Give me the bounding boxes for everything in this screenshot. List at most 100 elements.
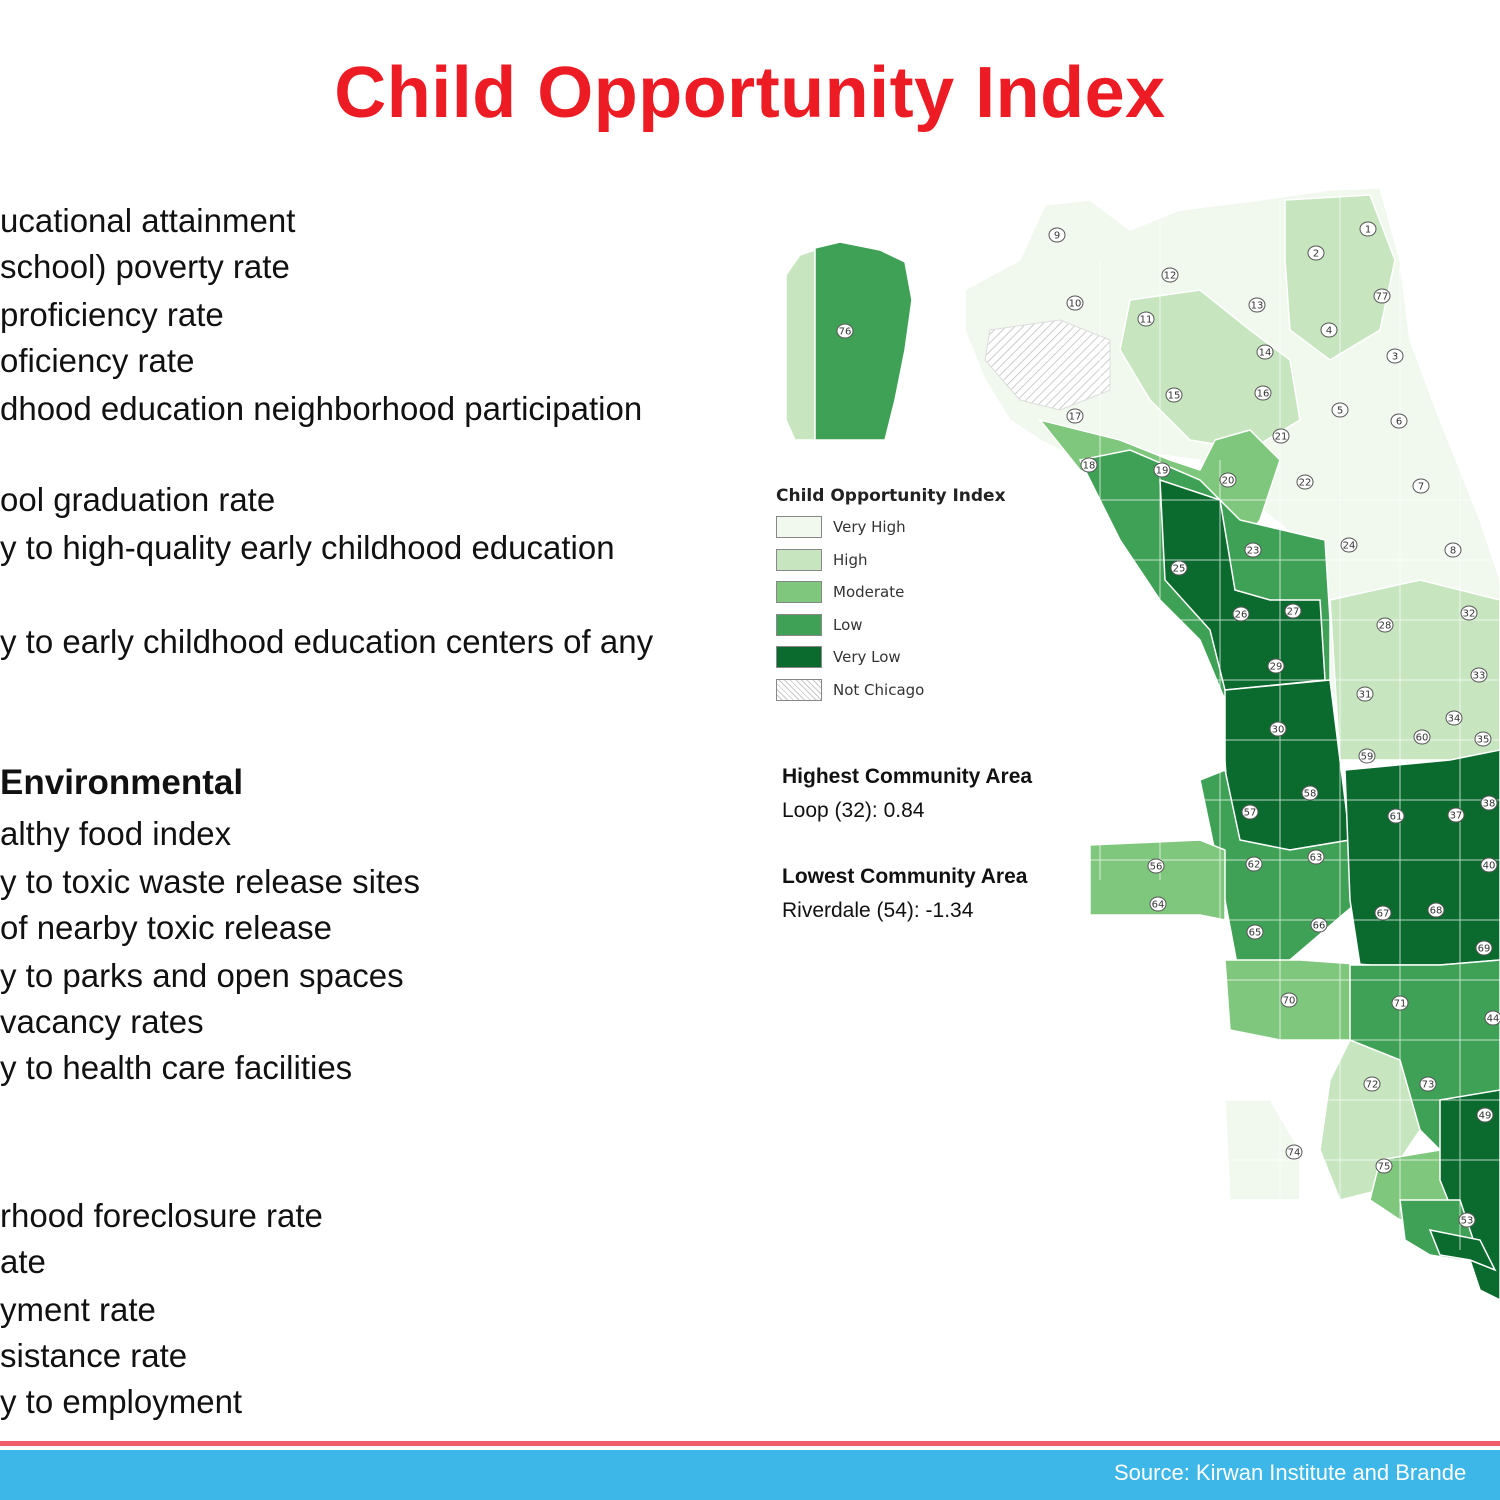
area-label-9: 9	[1048, 227, 1066, 243]
area-label-68: 68	[1427, 902, 1445, 918]
area-label-27: 27	[1284, 603, 1302, 619]
area-label-56: 56	[1147, 858, 1165, 874]
area-label-35: 35	[1474, 731, 1492, 747]
svg-text:24: 24	[1343, 541, 1356, 552]
indicator-line: school) poverty rate	[0, 248, 290, 285]
svg-text:70: 70	[1283, 996, 1296, 1007]
indicator-line: ate	[0, 1243, 46, 1280]
area-label-13: 13	[1248, 297, 1266, 313]
area-label-12: 12	[1161, 267, 1179, 283]
area-label-19: 19	[1153, 462, 1171, 478]
indicator-line: y to employment	[0, 1383, 243, 1420]
area-label-69: 69	[1475, 940, 1493, 956]
svg-text:33: 33	[1473, 671, 1486, 682]
svg-text:18: 18	[1083, 461, 1096, 472]
area-label-3: 3	[1386, 348, 1404, 364]
legend-item-very-low: Very Low	[776, 646, 1016, 679]
area-label-57: 57	[1241, 804, 1259, 820]
environmental-heading: Environmental	[0, 763, 244, 802]
svg-text:69: 69	[1478, 944, 1491, 955]
svg-text:30: 30	[1272, 725, 1285, 736]
indicator-line: y to high-quality early childhood educat…	[0, 529, 615, 566]
footer-accent-line	[0, 1441, 1500, 1446]
map-region-riverdale	[1428, 1228, 1497, 1272]
svg-text:10: 10	[1069, 299, 1082, 310]
area-label-38: 38	[1480, 795, 1498, 811]
indicator-line: rhood foreclosure rate	[0, 1197, 323, 1234]
svg-text:13: 13	[1251, 301, 1264, 312]
svg-text:14: 14	[1259, 348, 1272, 359]
map-legend: Child Opportunity Index Very High High M…	[776, 486, 1016, 712]
svg-text:26: 26	[1235, 610, 1248, 621]
svg-text:21: 21	[1275, 432, 1288, 443]
legend-swatch	[776, 613, 822, 636]
svg-text:25: 25	[1173, 564, 1186, 575]
svg-text:5: 5	[1337, 406, 1343, 417]
svg-text:6: 6	[1396, 417, 1402, 428]
svg-text:37: 37	[1450, 811, 1463, 822]
area-label-34: 34	[1445, 710, 1463, 726]
svg-text:73: 73	[1422, 1080, 1435, 1091]
area-label-28: 28	[1376, 617, 1394, 633]
indicator-line: yment rate	[0, 1291, 156, 1328]
svg-text:19: 19	[1156, 466, 1169, 477]
svg-text:23: 23	[1247, 546, 1260, 557]
svg-text:71: 71	[1394, 999, 1407, 1010]
svg-text:67: 67	[1377, 909, 1390, 920]
area-label-63: 63	[1307, 849, 1325, 865]
svg-text:72: 72	[1366, 1080, 1379, 1091]
area-label-14: 14	[1256, 344, 1274, 360]
svg-text:2: 2	[1313, 249, 1319, 260]
legend-swatch	[776, 678, 822, 701]
area-label-61: 61	[1387, 808, 1405, 824]
map-region-central-west	[1224, 679, 1351, 851]
slide-title: Child Opportunity Index	[334, 53, 1166, 133]
svg-text:3: 3	[1392, 352, 1398, 363]
svg-text:64: 64	[1152, 900, 1165, 911]
indicator-line: ucational attainment	[0, 202, 296, 239]
area-label-66: 66	[1310, 917, 1328, 933]
legend-label: Very High	[833, 518, 906, 536]
svg-text:56: 56	[1150, 862, 1163, 873]
area-label-20: 20	[1219, 472, 1237, 488]
area-label-30: 30	[1269, 721, 1287, 737]
indicator-line: oficiency rate	[0, 342, 195, 379]
area-label-70: 70	[1280, 992, 1298, 1008]
area-label-44: 44	[1484, 1010, 1500, 1026]
legend-swatch	[776, 516, 822, 538]
legend-swatch	[776, 646, 822, 669]
chicago-map: 1 2 3 4 5 6 7 8 9 10 11 12 13 14 15 16 17 18 19 20 21 22 23 24 2…	[760, 170, 1500, 1440]
legend-swatch	[776, 548, 822, 571]
map-region-ohare-west	[785, 248, 816, 441]
area-label-53: 53	[1458, 1212, 1476, 1228]
area-label-11: 11	[1137, 311, 1155, 327]
svg-text:76: 76	[839, 327, 852, 338]
svg-text:74: 74	[1288, 1148, 1301, 1159]
svg-text:12: 12	[1164, 271, 1177, 282]
svg-text:63: 63	[1310, 853, 1323, 864]
svg-text:29: 29	[1270, 662, 1283, 673]
svg-text:40: 40	[1483, 861, 1496, 872]
svg-text:15: 15	[1168, 391, 1181, 402]
indicator-line: vacancy rates	[0, 1003, 204, 1040]
svg-text:57: 57	[1244, 808, 1257, 819]
svg-text:28: 28	[1379, 621, 1392, 632]
area-label-7: 7	[1412, 478, 1430, 494]
area-label-33: 33	[1470, 667, 1488, 683]
indicator-line: proficiency rate	[0, 296, 224, 333]
legend-item-high: High	[776, 548, 1016, 582]
svg-text:22: 22	[1299, 478, 1312, 489]
svg-text:62: 62	[1248, 860, 1261, 871]
area-label-16: 16	[1254, 385, 1272, 401]
lowest-heading: Lowest Community Area	[782, 865, 1028, 888]
svg-text:61: 61	[1390, 812, 1403, 823]
svg-text:8: 8	[1450, 546, 1456, 557]
area-label-24: 24	[1340, 537, 1358, 553]
svg-text:1: 1	[1365, 225, 1371, 236]
area-label-2: 2	[1307, 245, 1325, 261]
svg-text:31: 31	[1359, 690, 1372, 701]
area-label-77: 77	[1373, 288, 1391, 304]
area-label-32: 32	[1460, 605, 1478, 621]
area-label-17: 17	[1066, 408, 1084, 424]
indicator-list: ucational attainment school) poverty rat…	[0, 0, 760, 1440]
